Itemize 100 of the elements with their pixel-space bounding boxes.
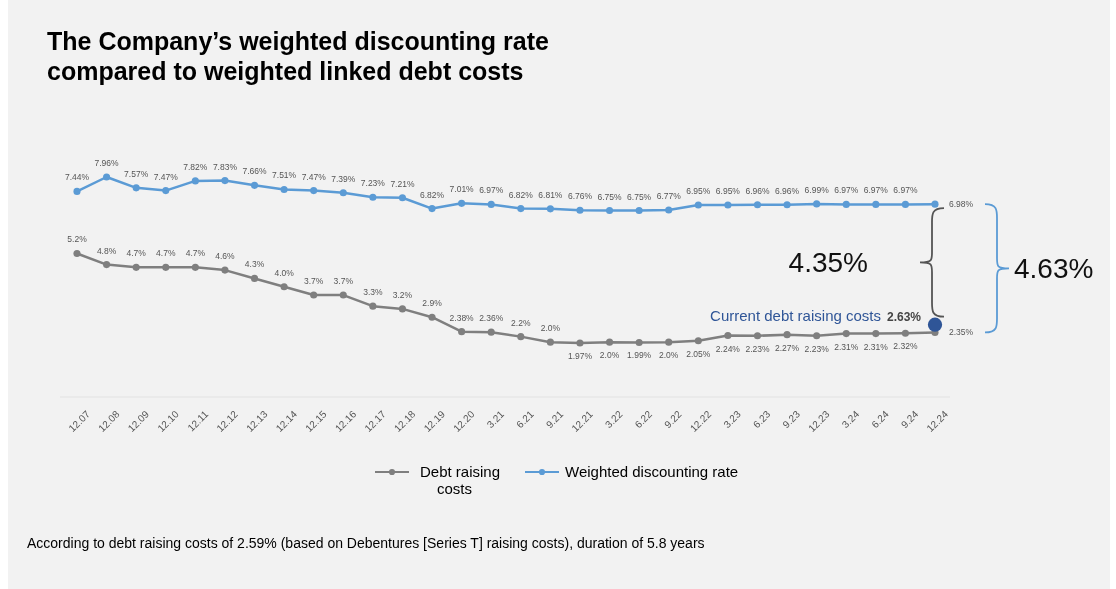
point	[605, 206, 614, 215]
data-label: 6.95%	[686, 185, 711, 196]
data-label: 6.97%	[893, 185, 918, 196]
point	[103, 173, 111, 181]
point	[694, 201, 702, 209]
data-label: 3.7%	[304, 276, 324, 287]
data-label: 2.0%	[599, 350, 620, 361]
data-label: 7.39%	[331, 173, 356, 184]
point	[487, 200, 495, 208]
point	[221, 266, 229, 274]
point	[753, 201, 762, 209]
point	[665, 338, 673, 346]
data-label: 2.0%	[659, 350, 679, 361]
point	[428, 205, 436, 213]
x-tick-label: 6.23	[750, 408, 773, 431]
data-label: 2.31%	[834, 341, 859, 352]
point	[398, 305, 407, 313]
data-label: 4.8%	[96, 245, 117, 256]
point	[73, 187, 81, 195]
point	[487, 328, 495, 336]
x-tick-label: 3.22	[602, 408, 625, 431]
data-label: 3.3%	[363, 287, 383, 298]
point	[250, 274, 259, 282]
data-label: 4.0%	[274, 267, 295, 278]
point	[517, 205, 525, 213]
x-tick-label: 3.21	[484, 408, 507, 431]
data-label: 5.2%	[67, 234, 88, 245]
point	[724, 201, 732, 209]
data-label: 4.3%	[244, 259, 265, 270]
point	[901, 329, 909, 337]
point	[73, 249, 81, 258]
data-label: 7.82%	[183, 161, 208, 172]
data-label: 6.97%	[863, 185, 889, 196]
point	[369, 193, 377, 201]
x-tick-label: 6.24	[869, 408, 892, 431]
point	[339, 189, 347, 197]
data-label: 6.82%	[419, 189, 445, 200]
data-label: 6.96%	[745, 185, 770, 196]
data-label: 7.21%	[390, 178, 415, 189]
data-label: 2.36%	[479, 313, 504, 324]
point	[872, 330, 880, 338]
data-label: 2.23%	[804, 343, 830, 354]
data-label: 6.82%	[508, 189, 534, 200]
point	[694, 337, 702, 345]
point	[310, 187, 318, 195]
point	[546, 205, 554, 213]
point	[162, 263, 170, 271]
data-label: 7.47%	[153, 171, 179, 182]
point	[458, 199, 466, 207]
data-label: 6.76%	[567, 191, 593, 202]
point	[842, 200, 850, 208]
point	[901, 200, 909, 208]
point	[339, 291, 347, 299]
x-tick-label: 9.21	[543, 408, 566, 431]
data-label: 7.44%	[64, 172, 90, 183]
x-tick-label: 9.23	[780, 408, 803, 431]
data-label: 6.97%	[834, 185, 859, 196]
data-label: 7.83%	[212, 161, 238, 172]
point	[546, 338, 554, 346]
data-label: 1.99%	[627, 350, 652, 361]
point	[221, 177, 229, 185]
point	[458, 328, 466, 336]
data-label: 6.98%	[949, 199, 974, 210]
data-label: 2.35%	[949, 327, 974, 338]
point	[842, 330, 850, 338]
point	[398, 194, 407, 202]
data-label: 6.99%	[804, 184, 830, 195]
data-label: 7.66%	[242, 166, 268, 177]
point	[369, 302, 377, 310]
point	[132, 184, 140, 192]
data-label: 6.96%	[775, 185, 800, 196]
x-tick-label: 6.21	[514, 408, 537, 431]
point	[132, 263, 140, 271]
point	[665, 206, 673, 214]
data-label: 2.38%	[449, 312, 475, 323]
point	[280, 185, 288, 194]
data-label: 7.57%	[124, 168, 149, 179]
data-label: 6.75%	[627, 191, 652, 202]
text: Current debt raising costs	[710, 306, 881, 324]
text: 4.63%	[1014, 253, 1094, 285]
data-label: 2.31%	[863, 341, 889, 352]
point	[280, 283, 288, 291]
data-label: 2.05%	[686, 348, 711, 359]
point	[635, 338, 643, 347]
point	[517, 333, 525, 341]
data-label: 6.81%	[538, 189, 563, 200]
data-label: 6.95%	[715, 185, 741, 196]
point	[428, 313, 436, 321]
point	[191, 263, 199, 271]
point	[191, 177, 199, 185]
chart-title: The Company’s weighted discounting rate compared to weighted linked debt costs	[47, 27, 549, 85]
data-label: 7.23%	[360, 178, 386, 189]
data-label: 2.32%	[893, 341, 918, 352]
data-label: 3.7%	[333, 276, 354, 287]
point	[310, 291, 318, 299]
point	[635, 206, 643, 215]
point	[783, 331, 791, 339]
point	[162, 187, 170, 195]
data-label: 2.2%	[511, 317, 531, 328]
data-label: 7.96%	[94, 158, 120, 168]
